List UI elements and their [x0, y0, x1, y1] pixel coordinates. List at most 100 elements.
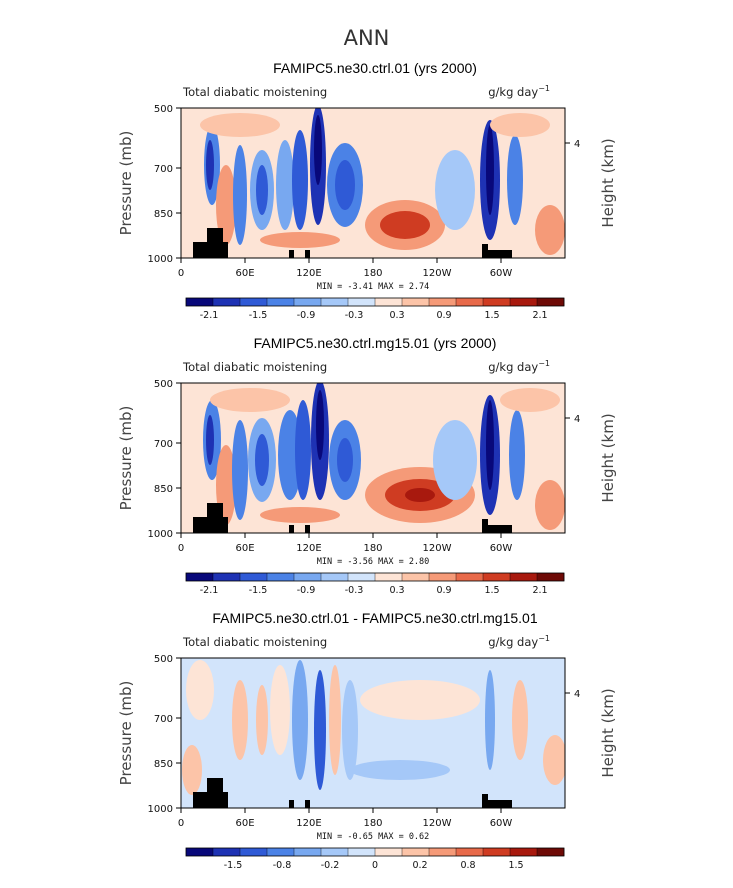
panel-2-colorbar: -2.1 -1.5 -0.9 -0.3 0.3 0.9 1.5 2.1 [185, 572, 565, 596]
cell-warmpool-core [316, 390, 324, 460]
panel-3-field-label: Total diabatic moistening [182, 635, 327, 649]
colorbar-swatches [186, 573, 565, 581]
colorbar-label: -0.2 [321, 860, 340, 871]
figure-title: ANN [344, 26, 390, 50]
land-block [488, 800, 512, 808]
panel-3-title: FAMIPC5.ne30.ctrl.01 - FAMIPC5.ne30.ctrl… [212, 610, 537, 626]
cell-upper-peach [200, 113, 280, 137]
panel-1-field-label: Total diabatic moistening [182, 85, 327, 99]
cell-epac-core [380, 211, 430, 239]
colorbar-label: -1.5 [224, 860, 243, 871]
panel-2-title: FAMIPC5.ne30.ctrl.mg15.01 (yrs 2000) [254, 335, 497, 351]
colorbar-frame [185, 847, 565, 857]
colorbar-label: 0 [372, 860, 378, 871]
panel-2-units: g/kg day−1 [488, 359, 550, 374]
land-block [305, 250, 310, 258]
land-block [289, 250, 294, 258]
x-tick-label: 60E [235, 268, 254, 279]
cell-india-core [255, 434, 269, 486]
panel-1-land [193, 228, 512, 258]
x-tick-label: 180 [363, 268, 382, 279]
land-block [482, 244, 488, 258]
panel-1-ylabel: Pressure (mb) [117, 131, 135, 236]
colorbar-swatch [321, 298, 349, 306]
colorbar-swatch [510, 298, 538, 306]
panel-1-stats: MIN = -3.41 MAX = 2.74 [317, 282, 430, 292]
x-tick-label: 120E [296, 268, 321, 279]
colorbar-swatch [402, 298, 430, 306]
land-block [207, 228, 223, 242]
panel-2: FAMIPC5.ne30.ctrl.mg15.01 (yrs 2000) Tot… [117, 335, 617, 596]
panel-1-heatmap [200, 108, 565, 255]
y-tick-label: 700 [154, 164, 173, 175]
colorbar-label: -1.5 [249, 310, 268, 321]
cell-upper-east-peach [500, 388, 560, 412]
colorbar-swatch [348, 298, 376, 306]
colorbar-label: -0.9 [297, 585, 316, 596]
panel-3: FAMIPC5.ne30.ctrl.01 - FAMIPC5.ne30.ctrl… [117, 610, 617, 871]
land-block [289, 525, 294, 533]
x-tick-label: 60E [235, 543, 254, 554]
colorbar-swatch [375, 848, 403, 856]
y-tick-label: 1000 [148, 529, 173, 540]
x-tick-label: 180 [363, 543, 382, 554]
colorbar-swatch [213, 848, 241, 856]
panel-3-colorbar: -1.5 -0.8 -0.2 0 0.2 0.8 1.5 [185, 847, 565, 871]
colorbar-swatch [186, 848, 214, 856]
panel-1-ticks [176, 107, 570, 263]
colorbar-swatch [537, 298, 565, 306]
colorbar-swatch [267, 573, 295, 581]
panel-2-field-label: Total diabatic moistening [182, 360, 327, 374]
colorbar-label: 0.9 [436, 310, 451, 321]
colorbar-label: -1.5 [249, 585, 268, 596]
y2-tick-label: 4 [574, 689, 580, 700]
y-tick-label: 850 [154, 484, 173, 495]
y-tick-label: 850 [154, 759, 173, 770]
y2-tick-label: 4 [574, 139, 580, 150]
colorbar-label: 0.2 [412, 860, 427, 871]
colorbar-frame [185, 572, 565, 582]
colorbar-label: -2.1 [200, 310, 219, 321]
colorbar-swatch [294, 848, 322, 856]
cell-west-lowpeach [182, 745, 202, 795]
panel-3-ylabel: Pressure (mb) [117, 681, 135, 786]
colorbar-swatch [321, 573, 349, 581]
colorbar-swatch [483, 573, 511, 581]
colorbar-swatch [402, 848, 430, 856]
colorbar-swatches [186, 848, 565, 856]
y-tick-label: 700 [154, 439, 173, 450]
y-tick-label: 500 [154, 379, 173, 390]
cell-atlantic-red [535, 205, 565, 255]
x-tick-label: 120W [423, 818, 452, 829]
y2-tick-label: 4 [574, 414, 580, 425]
panel-1-title: FAMIPC5.ne30.ctrl.01 (yrs 2000) [273, 60, 477, 76]
panel-1-y2label: Height (km) [599, 138, 617, 227]
x-tick-label: 180 [363, 818, 382, 829]
cell-atl-peach [512, 680, 528, 760]
panel-3-ticks [176, 657, 570, 813]
cell-bengal-peach [270, 665, 290, 755]
land-block [207, 503, 223, 517]
cell-indian-west-core [206, 415, 214, 465]
cell-upper-peach [210, 388, 290, 412]
cell-india-core [256, 165, 268, 215]
cell-60e-blue [232, 420, 248, 520]
cell-155e-lightblue [342, 680, 358, 780]
cell-indian-west-core [206, 140, 214, 190]
colorbar-swatch [348, 848, 376, 856]
x-tick-label: 60W [490, 818, 513, 829]
cell-seasia-blue [295, 400, 311, 500]
land-block [305, 525, 310, 533]
colorbar-label: -0.3 [345, 585, 364, 596]
panel-1: FAMIPC5.ne30.ctrl.01 (yrs 2000) Total di… [117, 60, 617, 321]
panel-3-units: g/kg day−1 [488, 634, 550, 649]
colorbar-swatch [456, 573, 484, 581]
cell-warmpool-core [314, 115, 322, 185]
cell-amazon-core [486, 125, 494, 215]
colorbar-swatch [186, 298, 214, 306]
cell-140e-peach [329, 665, 341, 775]
cell-60e-blue [233, 145, 247, 245]
colorbar-label: -0.8 [273, 860, 292, 871]
x-tick-label: 0 [178, 818, 184, 829]
